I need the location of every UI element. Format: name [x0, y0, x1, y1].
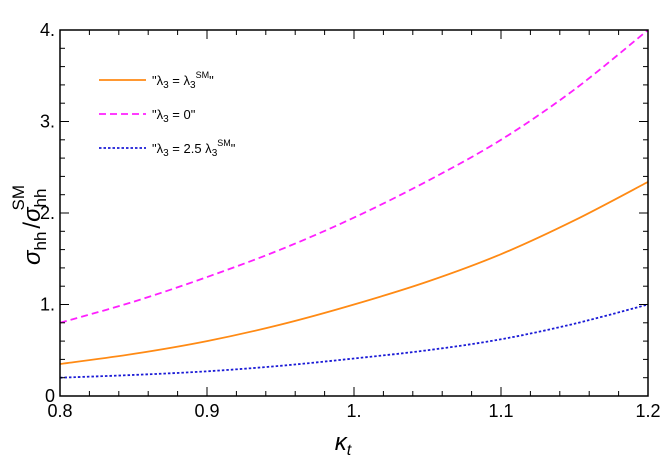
series-line-1	[60, 181, 648, 365]
series-line-2	[60, 30, 648, 324]
y-tick-label: 4.	[40, 20, 55, 40]
x-tick-label: 1.1	[488, 401, 513, 421]
y-tick-label: 0	[45, 386, 55, 406]
x-axis-title: κt	[335, 429, 352, 459]
y-tick-label: 2.	[40, 203, 55, 223]
plot-frame	[59, 29, 649, 397]
x-tick-label: 0.9	[194, 401, 219, 421]
x-tick-label: 0.8	[47, 401, 72, 421]
y-axis-title: σhh/σhhSM	[9, 185, 50, 265]
legend-label-1: "λ3 = λ3SM"	[152, 70, 214, 91]
y-tick-label: 3.	[40, 112, 55, 132]
axis-ticks	[59, 29, 649, 397]
legend-label-2: "λ3 = 0"	[152, 107, 196, 125]
plot-lines	[60, 30, 648, 379]
series-line-3	[60, 303, 648, 379]
y-tick-label: 1.	[40, 295, 55, 315]
x-tick-label: 1.	[346, 401, 361, 421]
legend: "λ3 = λ3SM" "λ3 = 0" "λ3 = 2.5 λ3SM"	[99, 70, 236, 159]
x-tick-label: 1.2	[635, 401, 660, 421]
legend-label-3: "λ3 = 2.5 λ3SM"	[152, 138, 236, 159]
tick-labels: 0.8 0.9 1. 1.1 1.2 0 1. 2. 3. 4.	[40, 20, 661, 421]
